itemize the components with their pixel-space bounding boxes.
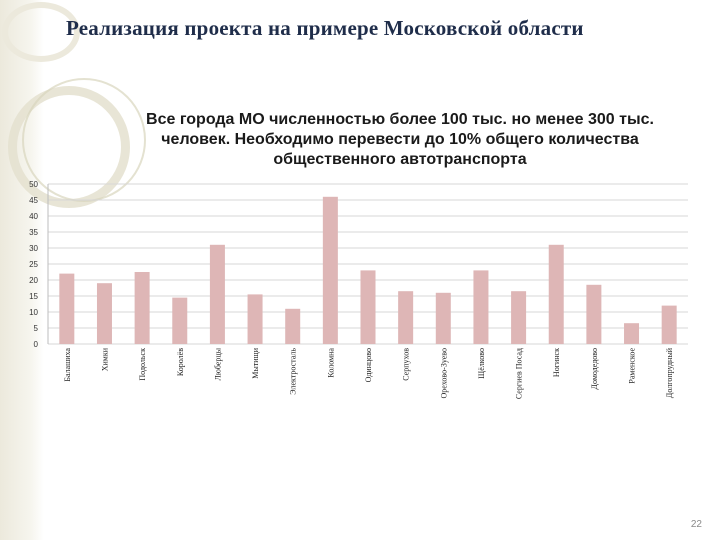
x-tick-label: Орехово-Зуево	[439, 348, 448, 398]
x-tick-label: Сергиев Посад	[515, 348, 524, 399]
bar	[398, 291, 414, 344]
y-tick-label: 50	[29, 180, 38, 189]
bar	[624, 323, 640, 344]
y-tick-label: 40	[29, 212, 38, 221]
bar	[586, 284, 602, 344]
bar	[172, 297, 188, 344]
decorative-left-band	[0, 0, 44, 540]
bar	[247, 294, 263, 344]
y-tick-label: 25	[29, 260, 38, 269]
x-tick-label: Долгопрудный	[665, 347, 674, 398]
chart-title: Все города МО численностью более 100 тыс…	[146, 111, 654, 168]
x-tick-label: Одинцово	[364, 348, 373, 382]
x-tick-label: Ногинск	[552, 348, 561, 377]
bar	[285, 308, 301, 344]
x-tick-label: Мытищи	[251, 347, 260, 378]
page-number: 22	[690, 519, 702, 530]
x-tick-label: Домодедово	[590, 348, 599, 389]
y-tick-label: 30	[29, 244, 38, 253]
decorative-ring-top	[2, 2, 80, 62]
bar	[59, 273, 75, 344]
y-tick-label: 10	[29, 308, 38, 317]
x-tick-label: Химки	[100, 347, 109, 371]
bar	[96, 283, 112, 344]
y-tick-label: 20	[29, 276, 38, 285]
y-tick-label: 15	[29, 292, 38, 301]
bar	[435, 292, 451, 344]
x-tick-label: Серпухов	[402, 348, 411, 381]
bar	[473, 270, 489, 344]
x-tick-label: Балашиха	[63, 348, 72, 382]
x-tick-label: Электросталь	[289, 348, 298, 395]
y-tick-label: 45	[29, 196, 38, 205]
bar	[209, 244, 225, 344]
bar	[360, 270, 376, 344]
x-tick-label: Раменское	[628, 348, 637, 384]
bar	[661, 305, 677, 344]
x-tick-label: Королёв	[176, 348, 185, 376]
y-tick-label: 0	[34, 340, 39, 349]
x-tick-label: Подольск	[138, 348, 147, 381]
slide-title: Реализация проекта на примере Московской…	[66, 16, 584, 40]
y-tick-label: 35	[29, 228, 38, 237]
bar	[322, 196, 338, 344]
x-tick-label: Люберцы	[213, 347, 222, 380]
x-tick-label: Щёлково	[477, 348, 486, 379]
decorative-ring-outline	[22, 78, 146, 202]
bar	[548, 244, 564, 344]
y-tick-label: 5	[34, 324, 39, 333]
x-tick-label: Коломна	[326, 348, 335, 378]
bar	[134, 272, 150, 344]
bar	[511, 291, 527, 344]
